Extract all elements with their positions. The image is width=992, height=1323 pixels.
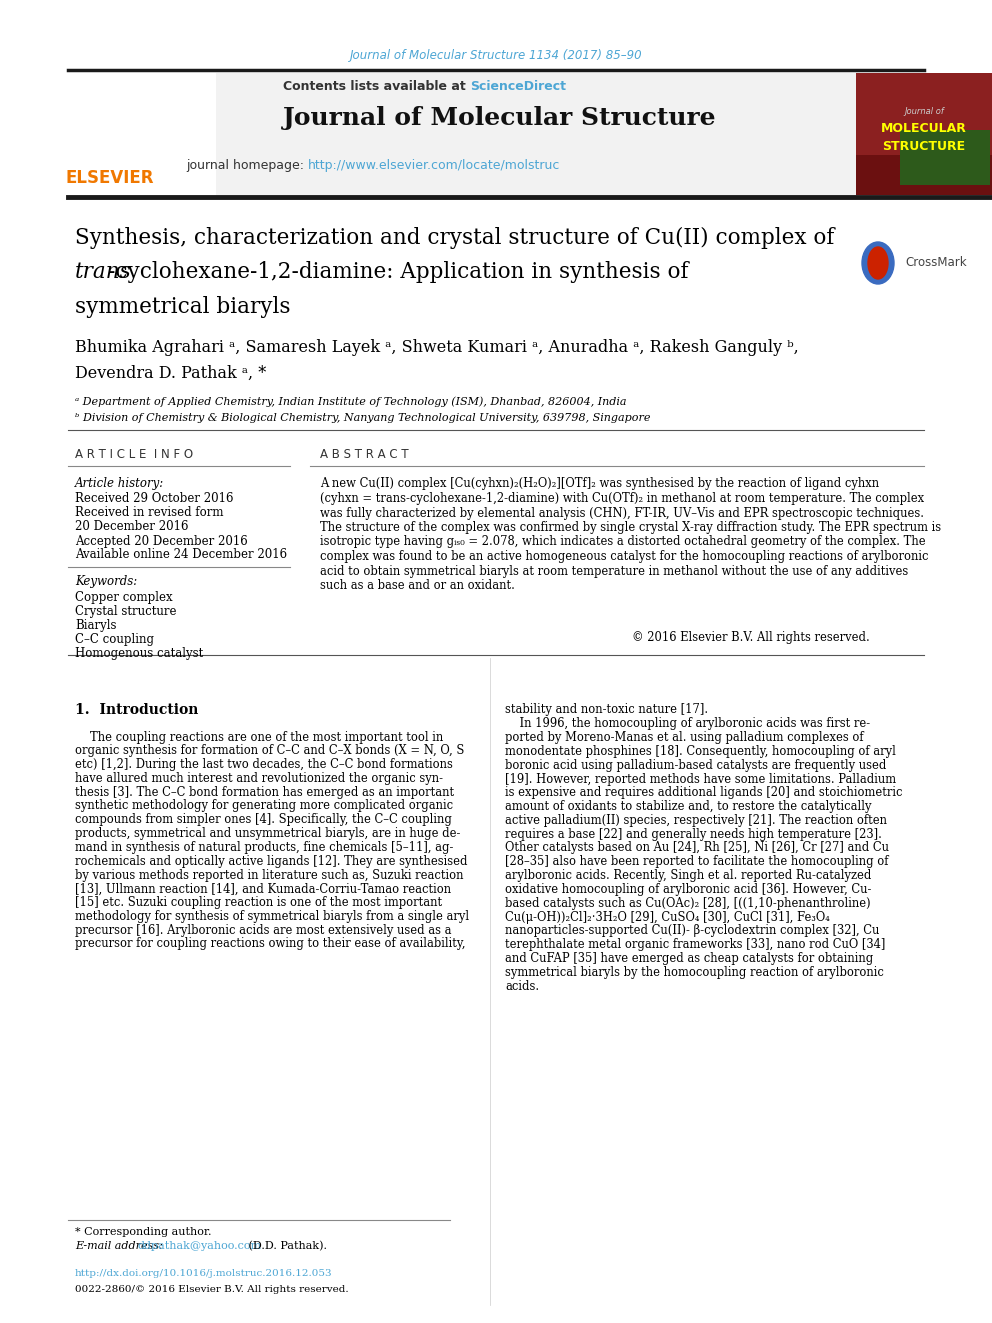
Text: Bhumika Agrahari ᵃ, Samaresh Layek ᵃ, Shweta Kumari ᵃ, Anuradha ᵃ, Rakesh Gangul: Bhumika Agrahari ᵃ, Samaresh Layek ᵃ, Sh… <box>75 340 799 356</box>
Text: acid to obtain symmetrical biaryls at room temperature in methanol without the u: acid to obtain symmetrical biaryls at ro… <box>320 565 909 578</box>
Text: Journal of Molecular Structure 1134 (2017) 85–90: Journal of Molecular Structure 1134 (201… <box>350 49 642 61</box>
Text: A B S T R A C T: A B S T R A C T <box>320 448 409 462</box>
Text: (D.D. Pathak).: (D.D. Pathak). <box>245 1241 327 1252</box>
Text: trans: trans <box>75 261 132 283</box>
Text: Available online 24 December 2016: Available online 24 December 2016 <box>75 549 287 561</box>
FancyBboxPatch shape <box>68 73 216 194</box>
Text: precursor for coupling reactions owing to their ease of availability,: precursor for coupling reactions owing t… <box>75 938 465 950</box>
Text: have allured much interest and revolutionized the organic syn-: have allured much interest and revolutio… <box>75 771 443 785</box>
Text: etc) [1,2]. During the last two decades, the C–C bond formations: etc) [1,2]. During the last two decades,… <box>75 758 453 771</box>
Text: rochemicals and optically active ligands [12]. They are synthesised: rochemicals and optically active ligands… <box>75 855 467 868</box>
Text: Copper complex: Copper complex <box>75 590 173 603</box>
Text: requires a base [22] and generally needs high temperature [23].: requires a base [22] and generally needs… <box>505 828 882 840</box>
Text: products, symmetrical and unsymmetrical biaryls, are in huge de-: products, symmetrical and unsymmetrical … <box>75 827 460 840</box>
Ellipse shape <box>862 242 894 284</box>
Text: isotropic type having gᵢₛ₀ = 2.078, which indicates a distorted octahedral geome: isotropic type having gᵢₛ₀ = 2.078, whic… <box>320 536 926 549</box>
Text: symmetrical biaryls: symmetrical biaryls <box>75 296 291 318</box>
Text: such as a base and or an oxidant.: such as a base and or an oxidant. <box>320 579 515 591</box>
FancyBboxPatch shape <box>856 73 992 155</box>
Text: http://dx.doi.org/10.1016/j.molstruc.2016.12.053: http://dx.doi.org/10.1016/j.molstruc.201… <box>75 1270 332 1278</box>
Ellipse shape <box>868 247 888 279</box>
Text: http://www.elsevier.com/locate/molstruc: http://www.elsevier.com/locate/molstruc <box>308 159 560 172</box>
Text: is expensive and requires additional ligands [20] and stoichiometric: is expensive and requires additional lig… <box>505 786 903 799</box>
Text: [13], Ullmann reaction [14], and Kumada-Corriu-Tamao reaction: [13], Ullmann reaction [14], and Kumada-… <box>75 882 451 896</box>
Text: CrossMark: CrossMark <box>905 257 966 270</box>
Text: ScienceDirect: ScienceDirect <box>470 79 566 93</box>
Text: 0022-2860/© 2016 Elsevier B.V. All rights reserved.: 0022-2860/© 2016 Elsevier B.V. All right… <box>75 1285 348 1294</box>
Text: methodology for synthesis of symmetrical biaryls from a single aryl: methodology for synthesis of symmetrical… <box>75 910 469 923</box>
Text: [19]. However, reported methods have some limitations. Palladium: [19]. However, reported methods have som… <box>505 773 896 786</box>
Text: MOLECULAR: MOLECULAR <box>881 122 967 135</box>
Text: Crystal structure: Crystal structure <box>75 605 177 618</box>
FancyBboxPatch shape <box>900 130 990 185</box>
Text: active palladium(II) species, respectively [21]. The reaction often: active palladium(II) species, respective… <box>505 814 887 827</box>
Text: symmetrical biaryls by the homocoupling reaction of arylboronic: symmetrical biaryls by the homocoupling … <box>505 966 884 979</box>
Text: organic synthesis for formation of C–C and C–X bonds (X = N, O, S: organic synthesis for formation of C–C a… <box>75 745 464 757</box>
Text: Journal of: Journal of <box>904 107 944 116</box>
Text: complex was found to be an active homogeneous catalyst for the homocoupling reac: complex was found to be an active homoge… <box>320 550 929 564</box>
Text: Keywords:: Keywords: <box>75 576 137 589</box>
Text: ᵃ Department of Applied Chemistry, Indian Institute of Technology (ISM), Dhanbad: ᵃ Department of Applied Chemistry, India… <box>75 397 627 407</box>
Text: [28–35] also have been reported to facilitate the homocoupling of: [28–35] also have been reported to facil… <box>505 855 889 868</box>
Text: C–C coupling: C–C coupling <box>75 632 154 646</box>
Text: and CuFAP [35] have emerged as cheap catalysts for obtaining: and CuFAP [35] have emerged as cheap cat… <box>505 953 873 964</box>
Text: The coupling reactions are one of the most important tool in: The coupling reactions are one of the mo… <box>90 730 443 744</box>
Text: STRUCTURE: STRUCTURE <box>883 139 965 152</box>
Text: Received 29 October 2016: Received 29 October 2016 <box>75 492 233 505</box>
Text: ELSEVIER: ELSEVIER <box>65 169 154 187</box>
Text: A R T I C L E  I N F O: A R T I C L E I N F O <box>75 448 193 462</box>
Text: synthetic methodology for generating more complicated organic: synthetic methodology for generating mor… <box>75 799 453 812</box>
Text: arylboronic acids. Recently, Singh et al. reported Ru-catalyzed: arylboronic acids. Recently, Singh et al… <box>505 869 871 882</box>
Text: compounds from simpler ones [4]. Specifically, the C–C coupling: compounds from simpler ones [4]. Specifi… <box>75 814 452 827</box>
Text: monodentate phosphines [18]. Consequently, homocoupling of aryl: monodentate phosphines [18]. Consequentl… <box>505 745 896 758</box>
Text: ᵇ Division of Chemistry & Biological Chemistry, Nanyang Technological University: ᵇ Division of Chemistry & Biological Che… <box>75 413 651 423</box>
Text: (cyhxn = trans-cyclohexane-1,2-diamine) with Cu(OTf)₂ in methanol at room temper: (cyhxn = trans-cyclohexane-1,2-diamine) … <box>320 492 925 505</box>
Text: -cyclohexane-1,2-diamine: Application in synthesis of: -cyclohexane-1,2-diamine: Application in… <box>108 261 688 283</box>
Text: Contents lists available at: Contents lists available at <box>283 79 470 93</box>
Text: thesis [3]. The C–C bond formation has emerged as an important: thesis [3]. The C–C bond formation has e… <box>75 786 454 799</box>
Text: Synthesis, characterization and crystal structure of Cu(II) complex of: Synthesis, characterization and crystal … <box>75 228 834 249</box>
Text: Cu(μ-OH))₂Cl]₂·3H₂O [29], CuSO₄ [30], CuCl [31], Fe₃O₄: Cu(μ-OH))₂Cl]₂·3H₂O [29], CuSO₄ [30], Cu… <box>505 910 829 923</box>
Text: ddpathak@yahoo.com: ddpathak@yahoo.com <box>138 1241 262 1252</box>
FancyBboxPatch shape <box>68 73 856 194</box>
Text: based catalysts such as Cu(OAc)₂ [28], [((1,10-phenanthroline): based catalysts such as Cu(OAc)₂ [28], [… <box>505 897 871 910</box>
Text: A new Cu(II) complex [Cu(cyhxn)₂(H₂O)₂][OTf]₂ was synthesised by the reaction of: A new Cu(II) complex [Cu(cyhxn)₂(H₂O)₂][… <box>320 478 879 491</box>
Text: amount of oxidants to stabilize and, to restore the catalytically: amount of oxidants to stabilize and, to … <box>505 800 872 814</box>
Text: Homogenous catalyst: Homogenous catalyst <box>75 647 203 659</box>
Text: 1.  Introduction: 1. Introduction <box>75 703 198 717</box>
Text: journal homepage:: journal homepage: <box>186 159 308 172</box>
Text: precursor [16]. Arylboronic acids are most extensively used as a: precursor [16]. Arylboronic acids are mo… <box>75 923 451 937</box>
Text: E-mail address:: E-mail address: <box>75 1241 167 1252</box>
FancyBboxPatch shape <box>856 73 992 194</box>
Text: The structure of the complex was confirmed by single crystal X-ray diffraction s: The structure of the complex was confirm… <box>320 521 941 534</box>
Text: © 2016 Elsevier B.V. All rights reserved.: © 2016 Elsevier B.V. All rights reserved… <box>632 631 870 644</box>
Text: * Corresponding author.: * Corresponding author. <box>75 1226 211 1237</box>
Text: Other catalysts based on Au [24], Rh [25], Ni [26], Cr [27] and Cu: Other catalysts based on Au [24], Rh [25… <box>505 841 889 855</box>
Text: Biaryls: Biaryls <box>75 618 116 631</box>
Text: by various methods reported in literature such as, Suzuki reaction: by various methods reported in literatur… <box>75 868 463 881</box>
Text: was fully characterized by elemental analysis (CHN), FT-IR, UV–Vis and EPR spect: was fully characterized by elemental ana… <box>320 507 924 520</box>
Text: boronic acid using palladium-based catalysts are frequently used: boronic acid using palladium-based catal… <box>505 758 887 771</box>
Text: 20 December 2016: 20 December 2016 <box>75 520 188 533</box>
Text: Accepted 20 December 2016: Accepted 20 December 2016 <box>75 534 248 548</box>
Text: terephthalate metal organic frameworks [33], nano rod CuO [34]: terephthalate metal organic frameworks [… <box>505 938 886 951</box>
Text: stability and non-toxic nature [17].: stability and non-toxic nature [17]. <box>505 704 708 717</box>
Text: nanoparticles-supported Cu(II)- β-cyclodextrin complex [32], Cu: nanoparticles-supported Cu(II)- β-cyclod… <box>505 925 879 937</box>
Text: Journal of Molecular Structure: Journal of Molecular Structure <box>283 106 717 130</box>
Text: acids.: acids. <box>505 979 539 992</box>
Text: Article history:: Article history: <box>75 478 165 491</box>
Text: mand in synthesis of natural products, fine chemicals [5–11], ag-: mand in synthesis of natural products, f… <box>75 841 453 853</box>
Text: [15] etc. Suzuki coupling reaction is one of the most important: [15] etc. Suzuki coupling reaction is on… <box>75 896 442 909</box>
Text: oxidative homocoupling of arylboronic acid [36]. However, Cu-: oxidative homocoupling of arylboronic ac… <box>505 882 871 896</box>
Text: In 1996, the homocoupling of arylboronic acids was first re-: In 1996, the homocoupling of arylboronic… <box>505 717 870 730</box>
Text: Devendra D. Pathak ᵃ, *: Devendra D. Pathak ᵃ, * <box>75 365 266 381</box>
Text: ported by Moreno-Manas et al. using palladium complexes of: ported by Moreno-Manas et al. using pall… <box>505 732 864 744</box>
Text: Received in revised form: Received in revised form <box>75 507 223 520</box>
